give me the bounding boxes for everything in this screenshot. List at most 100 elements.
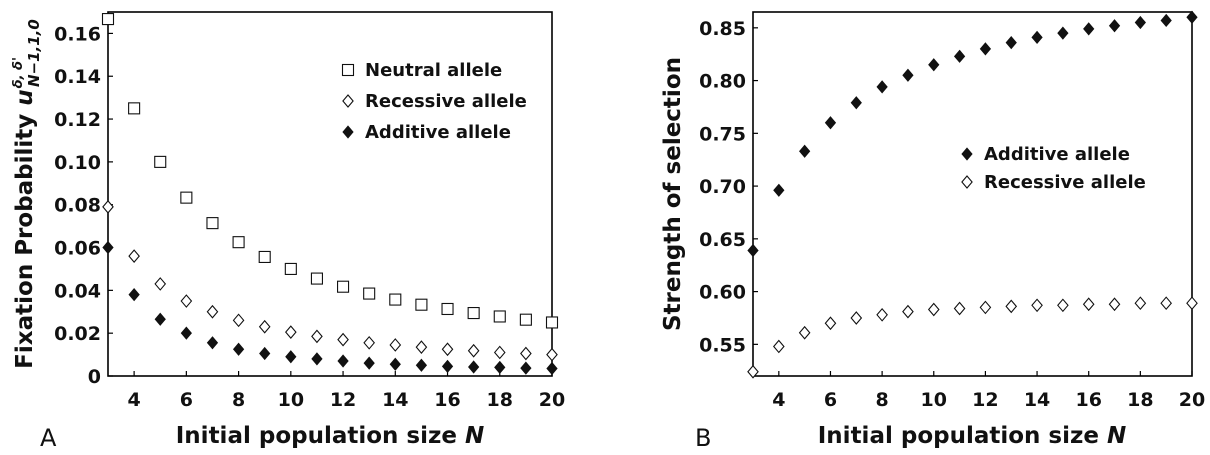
y-tick-label: 0.80 [699,71,746,93]
recessive-allele-point [773,339,785,354]
recessive-allele-point [337,332,349,347]
recessive-allele-point [876,307,888,322]
y-tick-label: 0.85 [699,18,746,40]
chart-b-y-ticks: 0.55 0.60 0.65 0.70 0.75 0.80 0.85 [699,18,758,356]
additive-allele-point [285,350,297,364]
chart-b-y-axis-label: Strength of selection [660,57,686,331]
chart-a: 4 6 8 10 12 14 16 18 20 0 0.02 0.04 0.06 0.08 0.10 0.1… [11,11,565,452]
neutral-allele-point [310,272,323,285]
neutral-allele-point [284,262,297,275]
recessive-allele-point [1082,297,1095,312]
x-tick-label: 20 [1179,389,1205,411]
additive-allele-point [979,42,992,56]
additive-allele-point [441,359,454,373]
legend-marker-recessive-allele [342,94,354,108]
recessive-allele-point [441,342,454,357]
recessive-allele-point [520,346,532,361]
x-tick-label: 20 [539,389,565,411]
x-tick-label: 14 [1024,389,1050,411]
additive-allele-point [1031,30,1043,44]
y-tick-label: 0.12 [54,109,101,131]
y-tick-label: 0.70 [699,176,746,198]
recessive-allele-point [1057,298,1069,313]
recessive-allele-point [363,335,375,350]
x-tick-label: 10 [921,389,947,411]
y-tick-label: 0.55 [699,334,746,356]
additive-allele-point [1083,22,1095,36]
additive-allele-point [232,342,245,356]
additive-allele-point [259,346,271,361]
chart-a-y-axis-label: Fixation Probability uδ, δ'N−1,1,0 [11,19,43,369]
y-tick-label: 0.08 [54,195,101,217]
chart-a-y-ticks: 0 0.02 0.04 0.06 0.08 0.10 0.12 0.14 0.16 [54,23,113,388]
x-tick-label: 18 [487,389,513,411]
recessive-allele-point [927,302,940,317]
chart-a-x-axis-label-var: N [465,423,484,449]
recessive-allele-point [747,364,759,379]
y-tick-label: 0.75 [699,123,746,145]
recessive-allele-point [979,300,992,315]
additive-allele-point [1057,26,1069,40]
recessive-allele-point [285,325,297,339]
additive-allele-point [953,49,966,63]
x-tick-label: 18 [1127,389,1153,411]
y-tick-label: 0.16 [54,23,101,45]
chart-a-frame [107,11,553,377]
recessive-allele-point [102,199,114,214]
recessive-allele-point [154,277,167,291]
additive-allele-point [902,68,914,82]
y-tick-label: 0.60 [699,282,746,304]
neutral-allele-point [337,280,350,293]
x-tick-label: 8 [232,389,245,411]
y-tick-label: 0 [88,366,101,388]
additive-allele-point [337,354,349,368]
x-tick-label: 8 [876,389,889,411]
chart-a-x-axis-label-text: Initial population size [176,423,465,449]
neutral-allele-point [519,313,532,326]
x-tick-label: 12 [330,389,356,411]
legend-label-neutral-allele: Neutral allele [365,60,502,81]
neutral-allele-point [441,302,454,316]
additive-allele-point [747,243,759,258]
recessive-allele-point [128,249,140,263]
legend-label-additive-allele: Additive allele [365,122,511,143]
neutral-allele-point [545,316,559,329]
recessive-allele-point [206,304,219,319]
chart-b-panel-label: B [695,424,711,452]
chart-b-x-ticks: 4 6 8 10 12 14 16 18 20 [772,371,1205,411]
additive-allele-point [799,144,811,158]
recessive-allele-point [389,338,402,352]
y-tick-label: 0.14 [54,66,101,88]
recessive-allele-point [467,343,480,358]
chart-a-points [101,13,559,376]
y-tick-label: 0.65 [699,229,746,251]
recessive-allele-point [493,345,506,360]
chart-a-x-ticks: 4 6 8 10 12 14 16 18 20 [128,371,565,411]
recessive-allele-point [798,325,811,340]
additive-allele-point [1134,15,1146,30]
recessive-allele-point [546,347,558,362]
recessive-allele-point [824,316,837,331]
legend-marker-additive-allele [961,147,973,161]
recessive-allele-point [1134,296,1147,311]
chart-b-x-axis-label-var: N [1107,423,1126,449]
chart-a-y-axis-label-sub: N−1,1,0 [25,19,43,87]
neutral-allele-point [415,298,428,311]
legend-label-recessive-allele: Recessive allele [984,172,1146,193]
y-tick-label: 0.04 [54,280,101,302]
recessive-allele-point [311,329,323,344]
legend-label-recessive-allele: Recessive allele [365,91,527,112]
additive-allele-point [1005,35,1017,50]
y-tick-label: 0.02 [54,323,101,345]
x-tick-label: 6 [824,389,837,411]
neutral-allele-point [467,306,480,320]
additive-allele-point [773,183,785,197]
x-tick-label: 14 [382,389,408,411]
chart-a-panel-label: A [40,424,57,452]
chart-b-legend: Additive allele Recessive allele [961,144,1146,193]
legend-marker-recessive-allele [961,175,973,189]
neutral-allele-point [363,287,376,300]
additive-allele-point [850,96,862,110]
x-tick-label: 16 [1075,389,1101,411]
